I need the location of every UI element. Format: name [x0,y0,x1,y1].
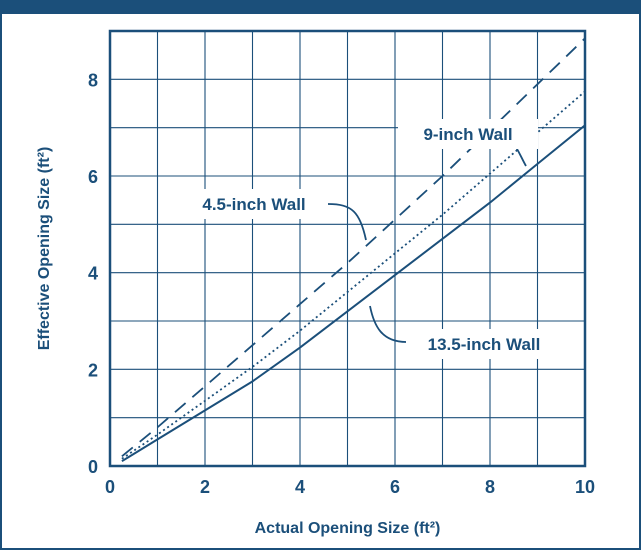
series-line-9-inch-wall [121,90,586,460]
x-tick-label: 2 [200,477,210,497]
x-tick-label: 0 [105,477,115,497]
series-line-4-5-inch-wall [121,37,586,457]
annotation-label-background [398,119,538,149]
y-axis-label: Effective Opening Size (ft²) [36,147,53,351]
annotation-label-background [180,189,328,219]
annotation-leader-line [369,305,407,343]
x-tick-label: 10 [575,477,595,497]
annotation-label: 4.5-inch Wall [202,195,305,214]
y-tick-label: 8 [88,70,98,90]
x-tick-labels: 0 2 4 6 8 10 [105,477,595,497]
series-lines [121,37,586,463]
x-axis-label: Actual Opening Size (ft²) [255,520,441,537]
series-line-13-5-inch-wall [121,124,586,463]
plot-area-border [108,29,587,468]
annotation-label-background [406,329,562,359]
y-tick-label: 6 [88,167,98,187]
annotations: 9-inch Wall 4.5-inch Wall 13.5-inch Wall [180,119,562,359]
x-tick-label: 6 [390,477,400,497]
grid [110,31,585,466]
annotation-leaders [327,132,527,343]
y-tick-label: 4 [88,264,98,284]
header-bar [0,0,641,14]
y-tick-label: 0 [88,457,98,477]
y-tick-labels: 0 2 4 6 8 [88,70,98,477]
x-tick-label: 4 [295,477,305,497]
chart-svg: 0 2 4 6 8 10 0 2 4 6 8 9-inch Wall 4.5-inch Wall 13… [36,29,595,537]
y-tick-label: 2 [88,360,98,380]
annotation-leader-line [327,203,367,241]
annotation-label: 13.5-inch Wall [428,335,541,354]
x-tick-label: 8 [485,477,495,497]
annotation-label: 9-inch Wall [423,125,512,144]
chart-frame: 0 2 4 6 8 10 0 2 4 6 8 9-inch Wall 4.5-inch Wall 13… [0,14,641,550]
